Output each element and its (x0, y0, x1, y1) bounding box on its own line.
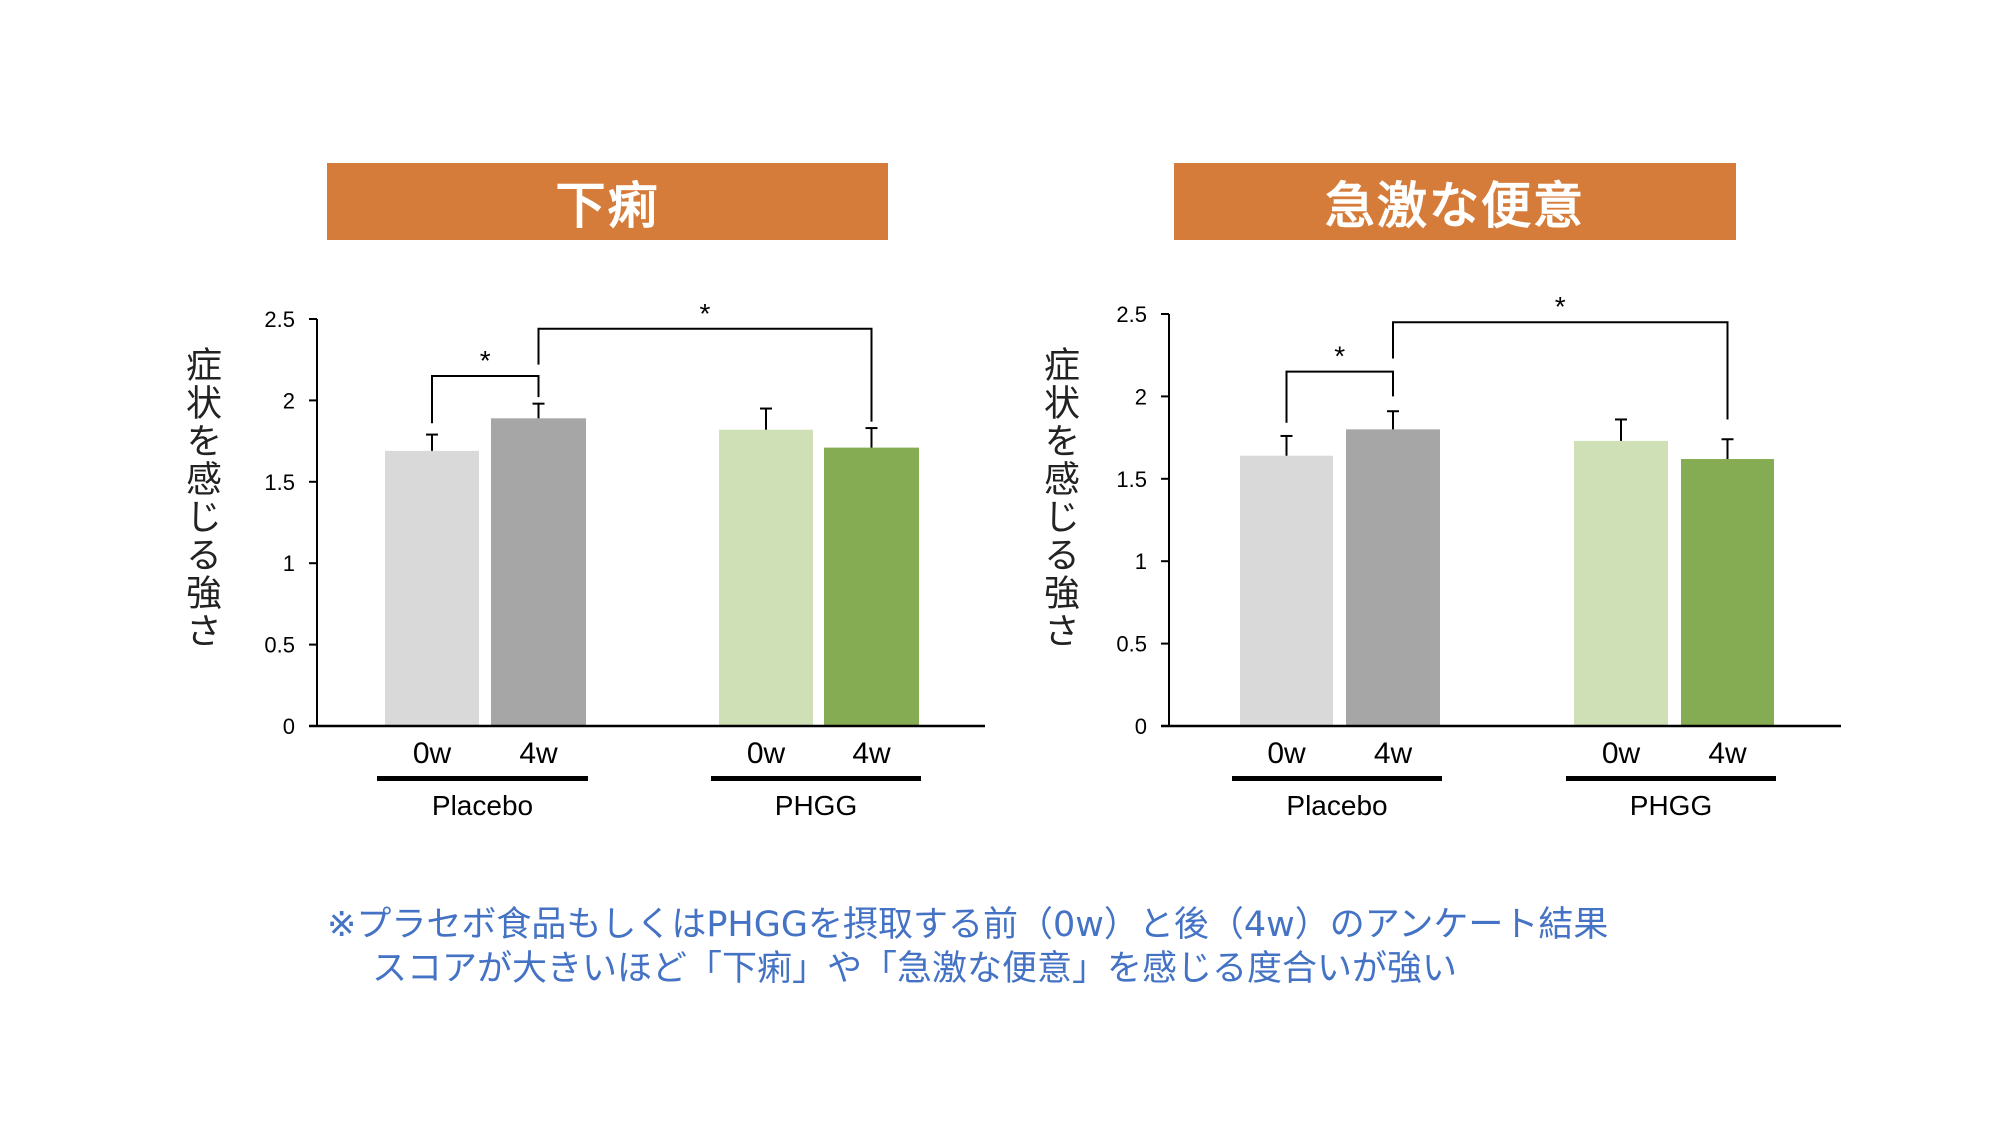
bar-placebo-4w (1346, 429, 1440, 726)
y-tick-label: 1.5 (1116, 467, 1147, 492)
significance-bracket (537, 327, 873, 422)
x-tick-label: 0w (1267, 737, 1306, 770)
significance-bracket (1392, 321, 1729, 420)
bar-phgg-4w (824, 447, 919, 726)
significance-marker: * (1334, 341, 1345, 372)
bar-placebo-0w (1240, 455, 1333, 726)
group-underline (1566, 776, 1776, 781)
bar-phgg-0w (1574, 440, 1668, 726)
x-tick-label: 4w (852, 737, 891, 770)
significance-marker: * (480, 345, 491, 376)
x-tick-label: 4w (1374, 737, 1413, 770)
y-tick-label: 2.5 (1116, 302, 1147, 327)
x-tick-label: 4w (1708, 737, 1747, 770)
bar-phgg-0w (719, 429, 813, 726)
group-underline (711, 776, 921, 781)
x-tick-label: 4w (519, 737, 558, 770)
significance-bracket (1285, 370, 1394, 423)
footnote-line-1: ※プラセボ食品もしくはPHGGを摂取する前（0w）と後（4w）のアンケート結果 (327, 905, 1609, 945)
y-tick-label: 0.5 (264, 633, 295, 658)
significance-marker: * (1555, 291, 1566, 322)
y-tick-label: 0.5 (1116, 632, 1147, 657)
group-label-placebo: Placebo (432, 790, 533, 821)
footnote-line-2: スコアが大きいほど「下痢」や「急激な便意」を感じる度合いが強い (372, 949, 1458, 989)
y-axis-label-right: 症状を感じる強さ (1038, 346, 1079, 650)
x-tick-label: 0w (413, 737, 452, 770)
bar-placebo-0w (385, 450, 479, 726)
y-tick-label: 0 (283, 714, 295, 739)
group-underline (377, 776, 588, 781)
group-label-phgg: PHGG (1630, 790, 1712, 821)
group-label-phgg: PHGG (775, 790, 857, 821)
y-tick-label: 2 (1135, 384, 1147, 409)
y-axis-label-left: 症状を感じる強さ (180, 346, 221, 650)
y-tick-label: 2 (283, 388, 295, 413)
y-tick-label: 1.5 (264, 470, 295, 495)
y-tick-label: 1 (1135, 549, 1147, 574)
y-tick-label: 1 (283, 551, 295, 576)
x-tick-label: 0w (747, 737, 786, 770)
chart-title-urgency: 急激な便意 (1174, 163, 1736, 240)
group-label-placebo: Placebo (1286, 790, 1387, 821)
significance-marker: * (700, 298, 711, 329)
y-tick-label: 0 (1135, 714, 1147, 739)
significance-bracket (431, 374, 540, 424)
bar-placebo-4w (491, 418, 586, 726)
x-tick-label: 0w (1602, 737, 1641, 770)
y-tick-label: 2.5 (264, 307, 295, 332)
chart-title-diarrhea: 下痢 (327, 163, 888, 240)
bar-phgg-4w (1681, 459, 1774, 726)
group-underline (1232, 776, 1442, 781)
